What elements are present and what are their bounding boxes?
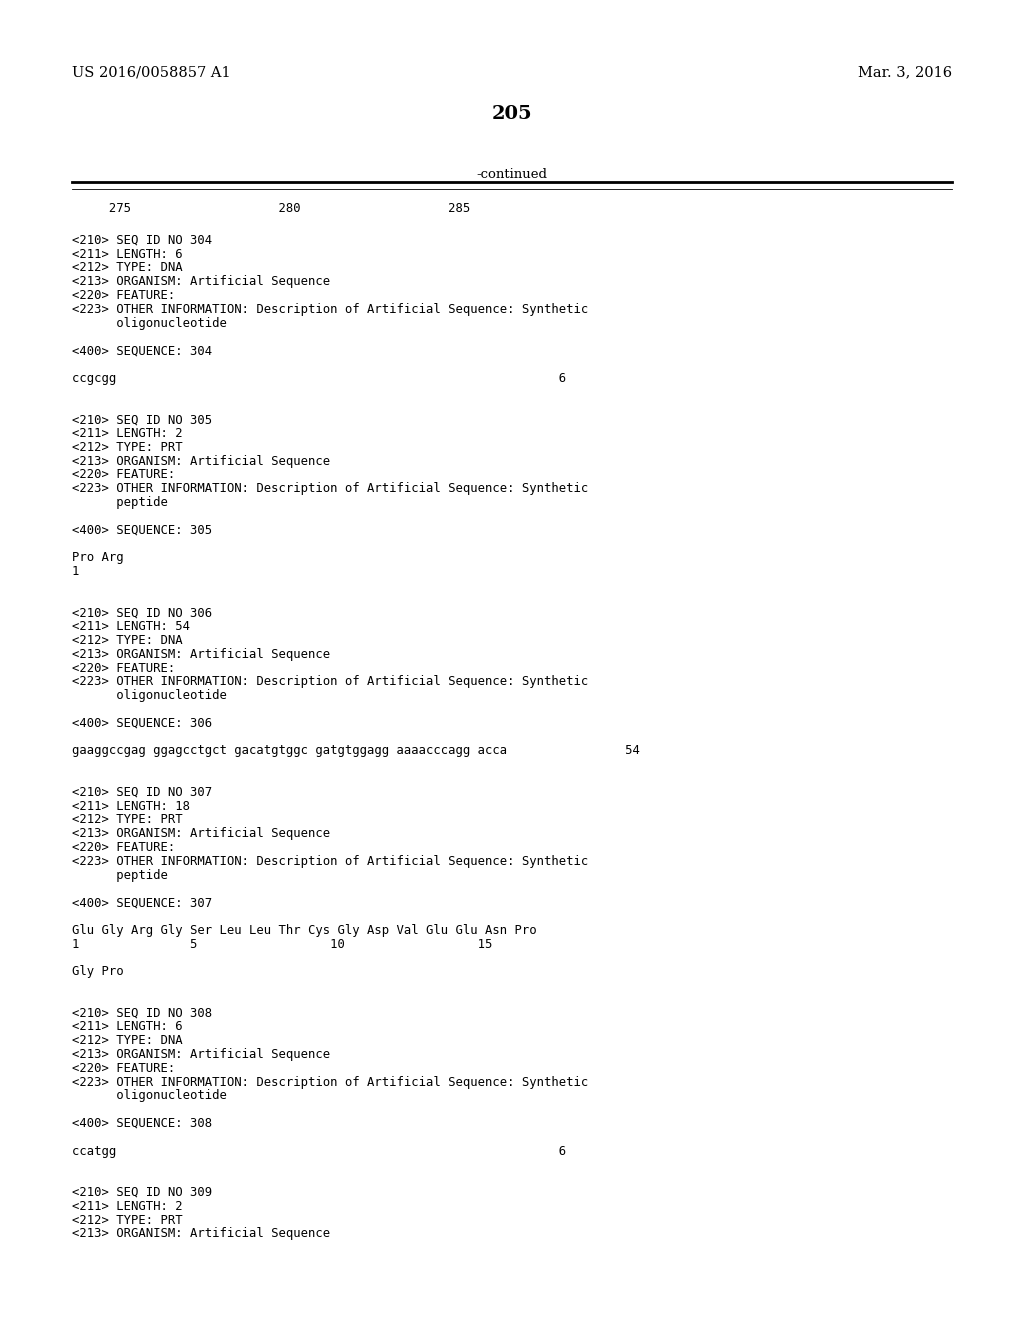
Text: <400> SEQUENCE: 307: <400> SEQUENCE: 307	[72, 896, 212, 909]
Text: -continued: -continued	[476, 168, 548, 181]
Text: <223> OTHER INFORMATION: Description of Artificial Sequence: Synthetic: <223> OTHER INFORMATION: Description of …	[72, 302, 588, 315]
Text: <400> SEQUENCE: 305: <400> SEQUENCE: 305	[72, 524, 212, 537]
Text: gaaggccgag ggagcctgct gacatgtggc gatgtggagg aaaacccagg acca                54: gaaggccgag ggagcctgct gacatgtggc gatgtgg…	[72, 744, 640, 758]
Text: <213> ORGANISM: Artificial Sequence: <213> ORGANISM: Artificial Sequence	[72, 1228, 330, 1241]
Text: oligonucleotide: oligonucleotide	[72, 317, 227, 330]
Text: <213> ORGANISM: Artificial Sequence: <213> ORGANISM: Artificial Sequence	[72, 828, 330, 841]
Text: <223> OTHER INFORMATION: Description of Artificial Sequence: Synthetic: <223> OTHER INFORMATION: Description of …	[72, 855, 588, 867]
Text: ccgcgg                                                            6: ccgcgg 6	[72, 372, 566, 385]
Text: <210> SEQ ID NO 309: <210> SEQ ID NO 309	[72, 1185, 212, 1199]
Text: <212> TYPE: DNA: <212> TYPE: DNA	[72, 261, 182, 275]
Text: <220> FEATURE:: <220> FEATURE:	[72, 661, 175, 675]
Text: <220> FEATURE:: <220> FEATURE:	[72, 289, 175, 302]
Text: <211> LENGTH: 18: <211> LENGTH: 18	[72, 800, 190, 813]
Text: <212> TYPE: PRT: <212> TYPE: PRT	[72, 1213, 182, 1226]
Text: <223> OTHER INFORMATION: Description of Artificial Sequence: Synthetic: <223> OTHER INFORMATION: Description of …	[72, 1076, 588, 1089]
Text: <400> SEQUENCE: 308: <400> SEQUENCE: 308	[72, 1117, 212, 1130]
Text: <212> TYPE: DNA: <212> TYPE: DNA	[72, 634, 182, 647]
Text: <220> FEATURE:: <220> FEATURE:	[72, 841, 175, 854]
Text: <212> TYPE: DNA: <212> TYPE: DNA	[72, 1034, 182, 1047]
Text: peptide: peptide	[72, 869, 168, 882]
Text: <210> SEQ ID NO 307: <210> SEQ ID NO 307	[72, 785, 212, 799]
Text: <213> ORGANISM: Artificial Sequence: <213> ORGANISM: Artificial Sequence	[72, 275, 330, 288]
Text: <212> TYPE: PRT: <212> TYPE: PRT	[72, 441, 182, 454]
Text: <210> SEQ ID NO 308: <210> SEQ ID NO 308	[72, 1007, 212, 1019]
Text: 275                    280                    285: 275 280 285	[72, 202, 470, 215]
Text: Gly Pro: Gly Pro	[72, 965, 124, 978]
Text: peptide: peptide	[72, 496, 168, 510]
Text: 1: 1	[72, 565, 80, 578]
Text: <400> SEQUENCE: 306: <400> SEQUENCE: 306	[72, 717, 212, 730]
Text: <210> SEQ ID NO 304: <210> SEQ ID NO 304	[72, 234, 212, 247]
Text: <211> LENGTH: 6: <211> LENGTH: 6	[72, 248, 182, 260]
Text: oligonucleotide: oligonucleotide	[72, 689, 227, 702]
Text: US 2016/0058857 A1: US 2016/0058857 A1	[72, 65, 230, 79]
Text: <211> LENGTH: 6: <211> LENGTH: 6	[72, 1020, 182, 1034]
Text: <220> FEATURE:: <220> FEATURE:	[72, 469, 175, 482]
Text: <220> FEATURE:: <220> FEATURE:	[72, 1061, 175, 1074]
Text: <211> LENGTH: 2: <211> LENGTH: 2	[72, 1200, 182, 1213]
Text: Pro Arg: Pro Arg	[72, 552, 124, 564]
Text: 1               5                  10                  15: 1 5 10 15	[72, 937, 493, 950]
Text: <210> SEQ ID NO 306: <210> SEQ ID NO 306	[72, 606, 212, 619]
Text: Glu Gly Arg Gly Ser Leu Leu Thr Cys Gly Asp Val Glu Glu Asn Pro: Glu Gly Arg Gly Ser Leu Leu Thr Cys Gly …	[72, 924, 537, 937]
Text: <213> ORGANISM: Artificial Sequence: <213> ORGANISM: Artificial Sequence	[72, 1048, 330, 1061]
Text: <213> ORGANISM: Artificial Sequence: <213> ORGANISM: Artificial Sequence	[72, 648, 330, 661]
Text: ccatgg                                                            6: ccatgg 6	[72, 1144, 566, 1158]
Text: oligonucleotide: oligonucleotide	[72, 1089, 227, 1102]
Text: 205: 205	[492, 106, 532, 123]
Text: <400> SEQUENCE: 304: <400> SEQUENCE: 304	[72, 345, 212, 358]
Text: <211> LENGTH: 54: <211> LENGTH: 54	[72, 620, 190, 634]
Text: <223> OTHER INFORMATION: Description of Artificial Sequence: Synthetic: <223> OTHER INFORMATION: Description of …	[72, 676, 588, 689]
Text: <210> SEQ ID NO 305: <210> SEQ ID NO 305	[72, 413, 212, 426]
Text: <223> OTHER INFORMATION: Description of Artificial Sequence: Synthetic: <223> OTHER INFORMATION: Description of …	[72, 482, 588, 495]
Text: <212> TYPE: PRT: <212> TYPE: PRT	[72, 813, 182, 826]
Text: Mar. 3, 2016: Mar. 3, 2016	[858, 65, 952, 79]
Text: <213> ORGANISM: Artificial Sequence: <213> ORGANISM: Artificial Sequence	[72, 454, 330, 467]
Text: <211> LENGTH: 2: <211> LENGTH: 2	[72, 426, 182, 440]
